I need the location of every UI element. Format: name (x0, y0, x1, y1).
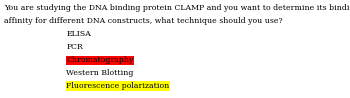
Text: You are studying the DNA binding protein CLAMP and you want to determine its bin: You are studying the DNA binding protein… (4, 4, 350, 12)
Text: PCR: PCR (66, 43, 83, 51)
Text: Western Blotting: Western Blotting (66, 69, 134, 77)
Text: Fluorescence polarization: Fluorescence polarization (66, 82, 170, 90)
Text: Chromatography: Chromatography (66, 56, 134, 64)
Text: affinity for different DNA constructs, what technique should you use?: affinity for different DNA constructs, w… (4, 17, 283, 25)
Text: ELISA: ELISA (66, 30, 91, 38)
